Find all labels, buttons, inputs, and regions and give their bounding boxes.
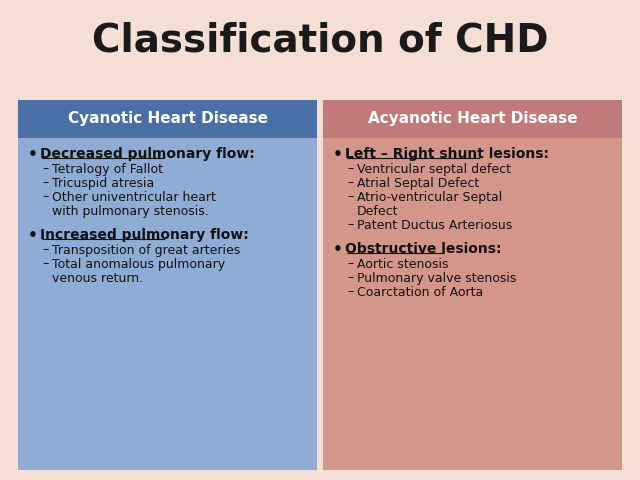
Text: –: – — [347, 272, 353, 285]
Text: Ventricular septal defect: Ventricular septal defect — [357, 163, 511, 176]
Text: Obstructive lesions:: Obstructive lesions: — [345, 242, 502, 256]
Text: Other univentricular heart: Other univentricular heart — [52, 191, 216, 204]
Text: Cyanotic Heart Disease: Cyanotic Heart Disease — [67, 111, 268, 127]
Text: –: – — [347, 177, 353, 190]
Text: –: – — [42, 191, 48, 204]
Text: Atrio-ventricular Septal: Atrio-ventricular Septal — [357, 191, 502, 204]
Text: Decreased pulmonary flow:: Decreased pulmonary flow: — [40, 147, 255, 161]
Text: Pulmonary valve stenosis: Pulmonary valve stenosis — [357, 272, 516, 285]
Text: Atrial Septal Defect: Atrial Septal Defect — [357, 177, 479, 190]
FancyBboxPatch shape — [323, 138, 622, 470]
Text: Tricuspid atresia: Tricuspid atresia — [52, 177, 154, 190]
Text: –: – — [42, 257, 48, 271]
FancyBboxPatch shape — [18, 100, 317, 138]
Text: •: • — [333, 147, 343, 162]
Text: •: • — [333, 242, 343, 257]
Text: –: – — [42, 163, 48, 176]
Text: –: – — [347, 218, 353, 231]
Text: •: • — [28, 228, 38, 243]
Text: Transposition of great arteries: Transposition of great arteries — [52, 244, 240, 257]
Text: –: – — [42, 177, 48, 190]
Text: –: – — [347, 286, 353, 299]
Text: Patent Ductus Arteriosus: Patent Ductus Arteriosus — [357, 219, 512, 232]
Text: –: – — [347, 191, 353, 204]
Text: –: – — [347, 163, 353, 176]
Text: Tetralogy of Fallot: Tetralogy of Fallot — [52, 163, 163, 176]
Text: –: – — [347, 257, 353, 271]
Text: •: • — [28, 147, 38, 162]
FancyBboxPatch shape — [323, 100, 622, 138]
Text: –: – — [42, 243, 48, 256]
Text: with pulmonary stenosis.: with pulmonary stenosis. — [52, 205, 209, 218]
Text: venous return.: venous return. — [52, 272, 143, 285]
Text: Coarctation of Aorta: Coarctation of Aorta — [357, 286, 483, 299]
FancyBboxPatch shape — [18, 138, 317, 470]
Text: Classification of CHD: Classification of CHD — [92, 21, 548, 59]
Text: Aortic stenosis: Aortic stenosis — [357, 258, 449, 271]
Text: Acyanotic Heart Disease: Acyanotic Heart Disease — [368, 111, 577, 127]
Text: Left – Right shunt lesions:: Left – Right shunt lesions: — [345, 147, 549, 161]
Text: Total anomalous pulmonary: Total anomalous pulmonary — [52, 258, 225, 271]
Text: Defect: Defect — [357, 205, 399, 218]
Text: Increased pulmonary flow:: Increased pulmonary flow: — [40, 228, 249, 242]
